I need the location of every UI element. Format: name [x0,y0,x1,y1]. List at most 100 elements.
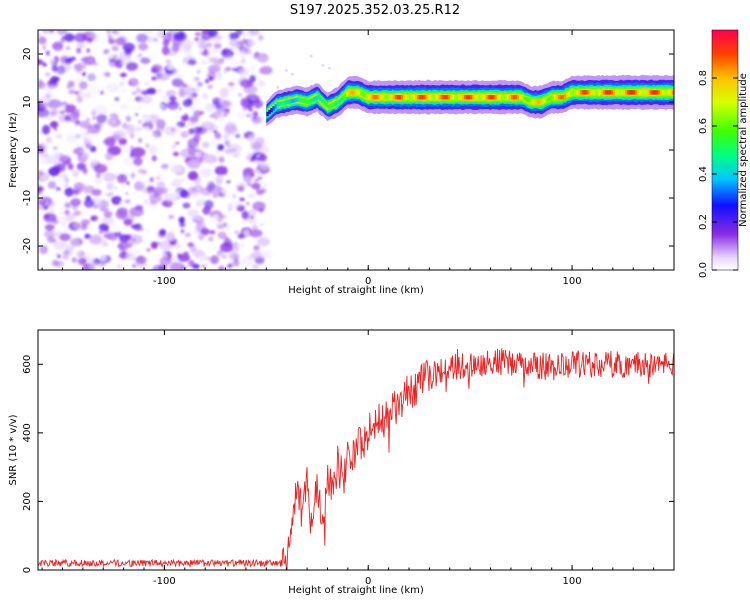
snr-axes: -100 0 100 0 200 400 600 [22,330,675,587]
noise-blob [117,243,125,250]
noise-blob [131,91,137,96]
noise-blob [168,159,178,167]
noise-blob [213,43,222,49]
noise-blob [146,185,155,193]
signal-core [406,95,410,100]
noise-blob [103,172,116,182]
signal-core [669,90,673,95]
noise-blob [251,182,261,190]
noise-blob [45,202,49,206]
noise-blob [165,89,177,97]
noise-blob [161,45,170,56]
noise-blob [65,45,71,51]
noise-blob [243,174,253,184]
signal-core [274,104,277,109]
noise-blob [54,69,58,73]
signal-core [667,90,671,95]
signal-core [443,95,447,100]
noise-blob [42,84,55,93]
noise-blob [232,193,237,199]
signal-core [563,94,567,99]
noise-blob [69,238,79,248]
noise-blob [103,224,110,233]
noise-blob [56,176,64,186]
signal-core [515,95,518,100]
signal-core [476,95,479,100]
signal-core [378,95,381,100]
signal-core [614,90,618,95]
noise-blob [53,127,58,131]
noise-blob [223,113,227,117]
signal-core [539,99,542,105]
signal-core [323,100,326,106]
signal-core [294,97,298,103]
signal-core [268,109,271,115]
noise-blob [116,207,128,217]
noise-blob [178,107,182,111]
noise-blob [251,115,262,124]
signal-core [351,90,355,95]
signal-core [592,90,595,95]
noise-blob [63,182,69,188]
noise-blob [73,211,80,217]
noise-blob [193,77,199,82]
noise-blob [74,91,79,95]
noise-blob [112,130,126,141]
noise-blob [147,114,160,124]
noise-blob [191,191,199,198]
signal-core [284,100,288,105]
noise-blob [182,202,191,209]
noise-blob [70,198,81,207]
noise-blob [102,241,107,246]
noise-blob [207,84,213,89]
noise-blob [187,170,199,181]
noise-blob [155,176,161,181]
noise-blob [240,58,246,65]
signal-core [541,99,544,105]
noise-blob [232,246,240,252]
noise-blob [227,263,233,268]
signal-core [649,90,652,95]
snr-line-group [38,348,674,570]
noise-blob [173,31,187,42]
noise-blob [56,65,66,75]
snr-ytick-label: 200 [22,492,33,511]
signal-core [657,90,661,95]
noise-blob [247,39,256,47]
noise-blob [131,264,137,268]
noise-blob [114,97,120,102]
noise-blob [184,232,191,238]
signal-core [519,95,522,100]
noise-blob [197,65,202,71]
noise-blob [192,40,197,45]
signal-core [423,95,426,100]
noise-blob [38,32,42,37]
noise-blob [196,99,200,104]
noise-blob [89,234,103,245]
noise-blob [201,30,210,35]
signal-core [360,91,363,96]
signal-core [535,99,538,105]
signal-core [578,90,581,95]
noise-blob [129,206,144,217]
noise-blob [238,93,242,97]
colorbar-tick-label: 0.4 [698,166,709,182]
noise-blob [45,72,51,77]
spectrogram-ytick-label: -20 [22,238,33,254]
signal-core [347,90,351,95]
noise-blob [151,65,160,73]
noise-blob [172,151,180,157]
signal-core [492,95,496,100]
noise-blob [259,161,270,171]
noise-blob [50,76,60,83]
signal-core [431,95,434,100]
signal-core [374,95,377,100]
noise-blob [253,169,261,175]
noise-blob [225,55,234,62]
signal-core [631,90,634,95]
noise-blob [62,253,70,260]
noise-blob [64,33,75,42]
noise-blob [40,152,49,158]
noise-blob [250,172,255,177]
